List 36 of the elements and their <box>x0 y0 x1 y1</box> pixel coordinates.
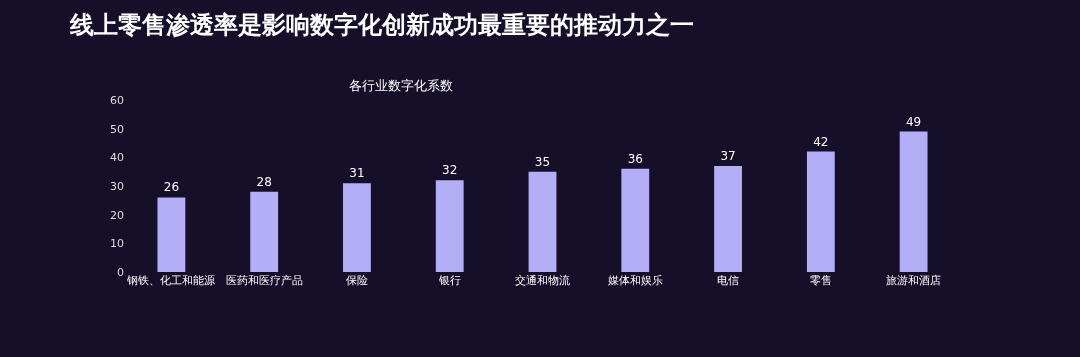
y-tick-label: 60 <box>110 93 124 107</box>
data-label: 32 <box>442 163 458 178</box>
data-label: 31 <box>349 166 365 181</box>
x-tick-label: 电信 <box>717 274 740 287</box>
bar <box>621 168 650 272</box>
bar <box>528 171 557 272</box>
y-tick-label: 30 <box>110 179 124 193</box>
data-label: 28 <box>256 174 272 189</box>
x-tick-label: 交通和物流 <box>515 274 570 287</box>
data-label: 49 <box>905 114 922 129</box>
y-tick-label: 20 <box>110 208 124 222</box>
data-label: 42 <box>813 134 829 149</box>
data-label: 37 <box>720 148 736 163</box>
y-tick-label: 40 <box>110 151 124 165</box>
y-tick-label: 10 <box>110 237 124 251</box>
data-label: 26 <box>163 180 180 195</box>
bar <box>806 151 835 272</box>
bar <box>899 131 928 272</box>
x-tick-label: 钢铁、化工和能源 <box>126 274 216 287</box>
data-label: 35 <box>534 154 551 169</box>
y-tick-label: 50 <box>110 122 124 136</box>
x-tick-label: 银行 <box>437 274 461 287</box>
bar <box>250 191 279 272</box>
x-tick-label: 保险 <box>345 274 368 287</box>
bar <box>435 180 464 272</box>
chart-subtitle: 各行业数字化系数 <box>349 78 453 93</box>
chart-title: 线上零售渗透率是影响数字化创新成功最重要的推动力之一 <box>69 11 695 40</box>
x-tick-label: 旅游和酒店 <box>886 274 942 287</box>
bar <box>157 197 186 272</box>
bar <box>343 183 371 272</box>
x-tick-label: 媒体和娱乐 <box>607 274 663 287</box>
x-tick-label: 零售 <box>809 274 832 287</box>
bar <box>714 165 742 272</box>
y-tick-label: 0 <box>117 265 124 279</box>
x-tick-label: 医药和医疗产品 <box>225 274 303 287</box>
data-label: 36 <box>627 151 643 166</box>
